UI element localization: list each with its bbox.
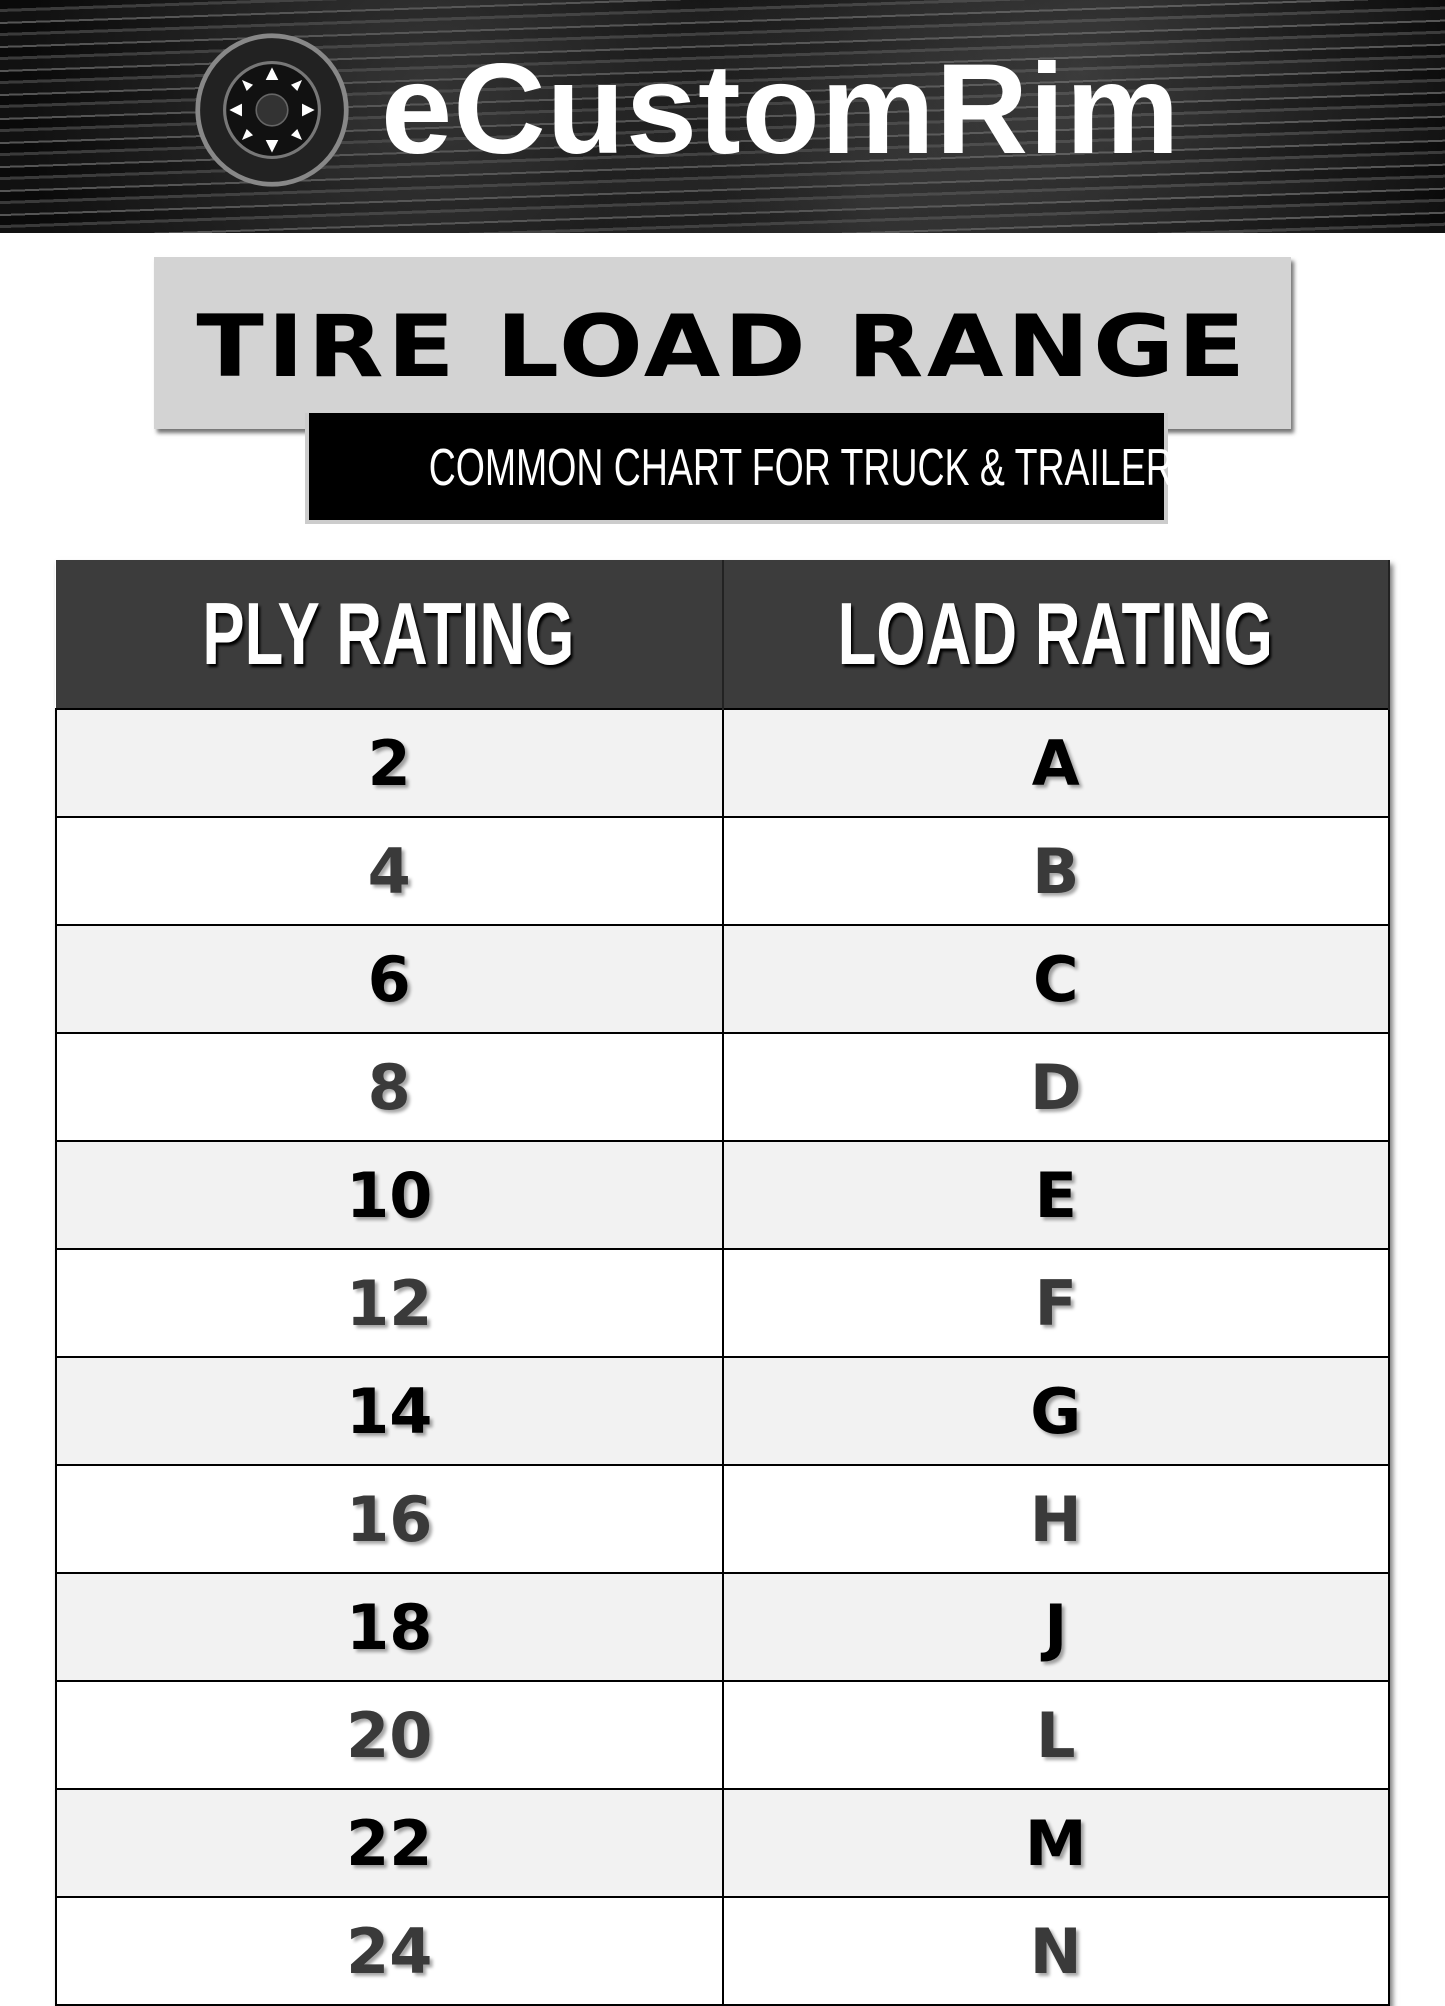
ply-rating-cell: 16	[55, 1464, 724, 1574]
ply-rating-cell: 4	[55, 816, 724, 926]
load-rating-cell: M	[721, 1788, 1390, 1898]
ply-rating-cell: 20	[55, 1680, 724, 1790]
header-load-rating: LOAD RATING	[722, 560, 1390, 709]
page-title: TIRE LOAD RANGE	[196, 297, 1249, 397]
page-subtitle: COMMON CHART FOR TRUCK & TRAILER TIRES	[428, 439, 1293, 497]
table-row: 16 H	[55, 1464, 1390, 1574]
load-rating-cell: A	[721, 708, 1390, 818]
wheel-icon	[195, 33, 349, 187]
brand-name: eCustomRim	[381, 38, 1181, 181]
table-row: 12 F	[55, 1248, 1390, 1358]
table-row: 14 G	[55, 1356, 1390, 1466]
header-label: LOAD RATING	[838, 584, 1274, 683]
table-row: 10 E	[55, 1140, 1390, 1250]
ply-rating-cell: 22	[55, 1788, 724, 1898]
ply-rating-cell: 10	[55, 1140, 724, 1250]
ply-rating-cell: 8	[55, 1032, 724, 1142]
ply-rating-cell: 12	[55, 1248, 724, 1358]
load-rating-cell: H	[721, 1464, 1390, 1574]
load-rating-cell: D	[721, 1032, 1390, 1142]
load-range-table: PLY RATING LOAD RATING 2 A 4 B 6 C 8 D 10 E 12 F 14 G…	[55, 560, 1390, 2006]
load-rating-cell: J	[721, 1572, 1390, 1682]
header-label: PLY RATING	[202, 584, 575, 683]
load-rating-cell: F	[721, 1248, 1390, 1358]
load-rating-cell: B	[721, 816, 1390, 926]
table-row: 18 J	[55, 1572, 1390, 1682]
header-ply-rating: PLY RATING	[56, 560, 724, 709]
table-row: 24 N	[55, 1896, 1390, 2006]
load-rating-cell: N	[721, 1896, 1390, 2006]
load-rating-cell: L	[721, 1680, 1390, 1790]
load-rating-cell: G	[721, 1356, 1390, 1466]
load-rating-cell: E	[721, 1140, 1390, 1250]
table-row: 20 L	[55, 1680, 1390, 1790]
header-banner	[0, 0, 1445, 233]
ply-rating-cell: 24	[55, 1896, 724, 2006]
load-rating-cell: C	[721, 924, 1390, 1034]
table-row: 22 M	[55, 1788, 1390, 1898]
ply-rating-cell: 14	[55, 1356, 724, 1466]
brand-logo: eCustomRim	[193, 30, 1180, 190]
table-header-row: PLY RATING LOAD RATING	[56, 560, 1390, 709]
ply-rating-cell: 2	[55, 708, 724, 818]
ply-rating-cell: 18	[55, 1572, 724, 1682]
title-box: TIRE LOAD RANGE	[154, 257, 1291, 429]
ply-rating-cell: 6	[55, 924, 724, 1034]
subtitle-box: COMMON CHART FOR TRUCK & TRAILER TIRES	[305, 413, 1293, 524]
